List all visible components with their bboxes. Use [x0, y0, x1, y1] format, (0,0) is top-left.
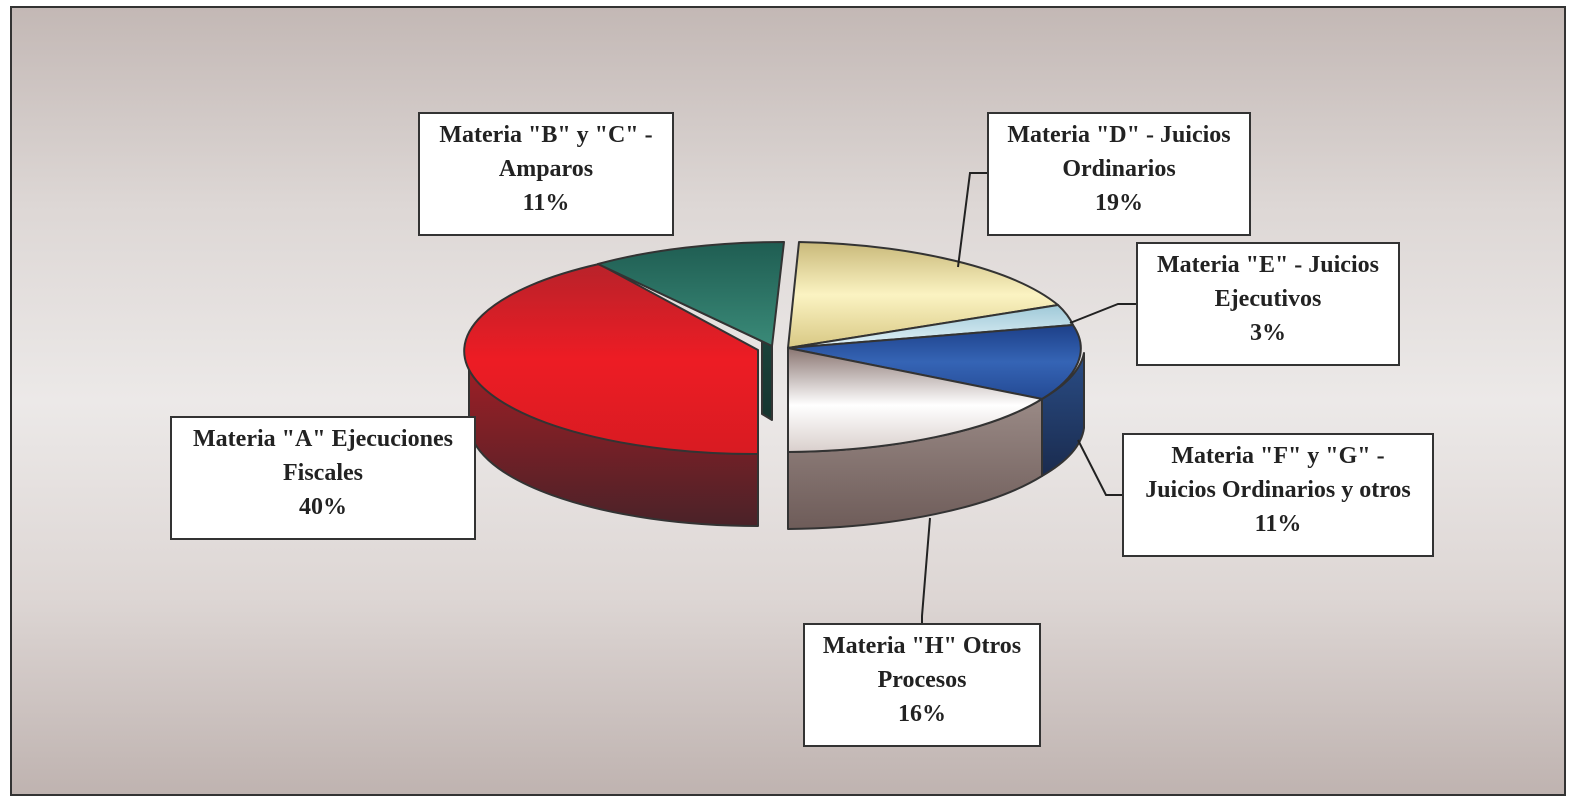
label-materia-b-c-line2: Amparos: [498, 156, 594, 182]
label-materia-f-g-value: 11%: [1254, 511, 1302, 537]
label-materia-h-value: 16%: [898, 701, 946, 727]
slice-materia-a: [463, 263, 759, 456]
label-materia-a-line1: Materia "A" Ejecuciones: [193, 426, 453, 452]
slice-materia-d: [787, 241, 1059, 349]
leader-line-materia-h: [921, 517, 931, 626]
label-materia-a-value: 40%: [299, 494, 347, 520]
label-materia-b-c-value: 11%: [522, 190, 570, 216]
label-materia-f-g-line2: Juicios Ordinarios y otros: [1145, 477, 1411, 503]
label-materia-h-line1: Materia "H" Otros: [822, 633, 1022, 659]
label-materia-f-g: Materia "F" y "G" - Juicios Ordinarios y…: [1122, 433, 1434, 557]
leader-line-materia-f-g: [1077, 439, 1122, 496]
chart-frame: Materia "A" Ejecuciones Fiscales 40% Mat…: [10, 6, 1566, 796]
label-materia-a-line2: Fiscales: [283, 460, 363, 486]
slice-materia-b-c: [597, 240, 785, 347]
label-materia-d-value: 19%: [1095, 190, 1143, 216]
label-materia-e-line1: Materia "E" - Juicios: [1157, 252, 1379, 278]
label-materia-d-line1: Materia "D" - Juicios: [1007, 122, 1231, 148]
slice-materia-f-g: [787, 324, 1082, 400]
label-materia-b-c: Materia "B" y "C" - Amparos 11%: [418, 112, 674, 236]
label-materia-d-line2: Ordinarios: [1062, 156, 1176, 182]
label-materia-a: Materia "A" Ejecuciones Fiscales 40%: [170, 416, 476, 540]
slice-materia-h: [787, 347, 1043, 453]
label-materia-b-c-line1: Materia "B" y "C" -: [439, 122, 653, 148]
label-materia-e: Materia "E" - Juicios Ejecutivos 3%: [1136, 242, 1400, 366]
pie-slices: [463, 240, 1085, 530]
leader-line-materia-d: [957, 172, 987, 268]
label-materia-h-line2: Procesos: [877, 667, 967, 693]
label-materia-e-value: 3%: [1250, 320, 1286, 346]
label-materia-d: Materia "D" - Juicios Ordinarios 19%: [987, 112, 1251, 236]
leader-lines: [921, 172, 1136, 626]
pie-chart: [463, 172, 1136, 626]
label-materia-f-g-line1: Materia "F" y "G" -: [1171, 443, 1385, 469]
leader-line-materia-e: [1069, 303, 1136, 324]
label-materia-h: Materia "H" Otros Procesos 16%: [803, 623, 1041, 747]
label-materia-e-line2: Ejecutivos: [1214, 286, 1322, 312]
